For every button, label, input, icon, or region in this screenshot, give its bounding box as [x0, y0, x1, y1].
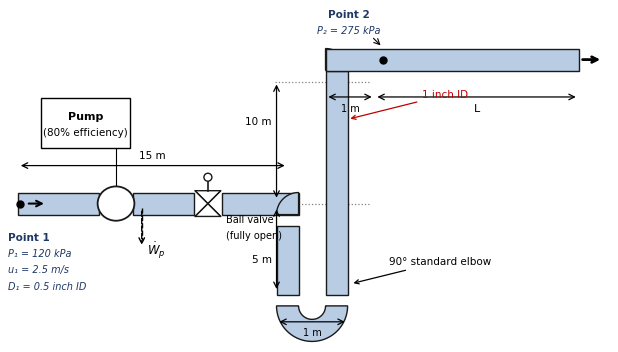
Polygon shape [276, 226, 298, 295]
Polygon shape [326, 71, 347, 295]
Text: P₁ = 120 kPa: P₁ = 120 kPa [7, 249, 71, 259]
Polygon shape [276, 193, 298, 215]
Polygon shape [195, 203, 221, 216]
Ellipse shape [98, 187, 134, 221]
Text: 15 m: 15 m [140, 151, 166, 161]
Circle shape [204, 173, 212, 181]
Text: 10 m: 10 m [245, 117, 272, 127]
Polygon shape [18, 193, 99, 215]
Polygon shape [326, 49, 578, 71]
Polygon shape [222, 193, 298, 215]
Polygon shape [195, 191, 221, 203]
Text: Ball valve: Ball valve [226, 215, 274, 225]
Text: $\dot{W}_p$: $\dot{W}_p$ [147, 240, 166, 261]
Text: P₂ = 275 kPa: P₂ = 275 kPa [317, 26, 381, 36]
Text: 1 m: 1 m [341, 104, 360, 114]
Polygon shape [276, 306, 347, 341]
Text: (80% efficiency): (80% efficiency) [43, 127, 128, 138]
Text: 90° standard elbow: 90° standard elbow [355, 257, 491, 284]
Text: Pump: Pump [68, 112, 103, 121]
Polygon shape [326, 49, 347, 71]
Text: Point 1: Point 1 [7, 233, 49, 243]
FancyBboxPatch shape [41, 98, 130, 148]
Polygon shape [132, 193, 194, 215]
Text: 1 inch ID: 1 inch ID [352, 90, 468, 119]
Text: L: L [473, 104, 480, 114]
Text: D₁ = 0.5 inch ID: D₁ = 0.5 inch ID [7, 282, 86, 292]
Text: (fully open): (fully open) [226, 231, 282, 240]
Text: Point 2: Point 2 [328, 10, 370, 20]
Text: u₁ = 2.5 m/s: u₁ = 2.5 m/s [7, 265, 69, 276]
Text: 1 m: 1 m [303, 328, 321, 338]
Text: 5 m: 5 m [252, 255, 272, 265]
